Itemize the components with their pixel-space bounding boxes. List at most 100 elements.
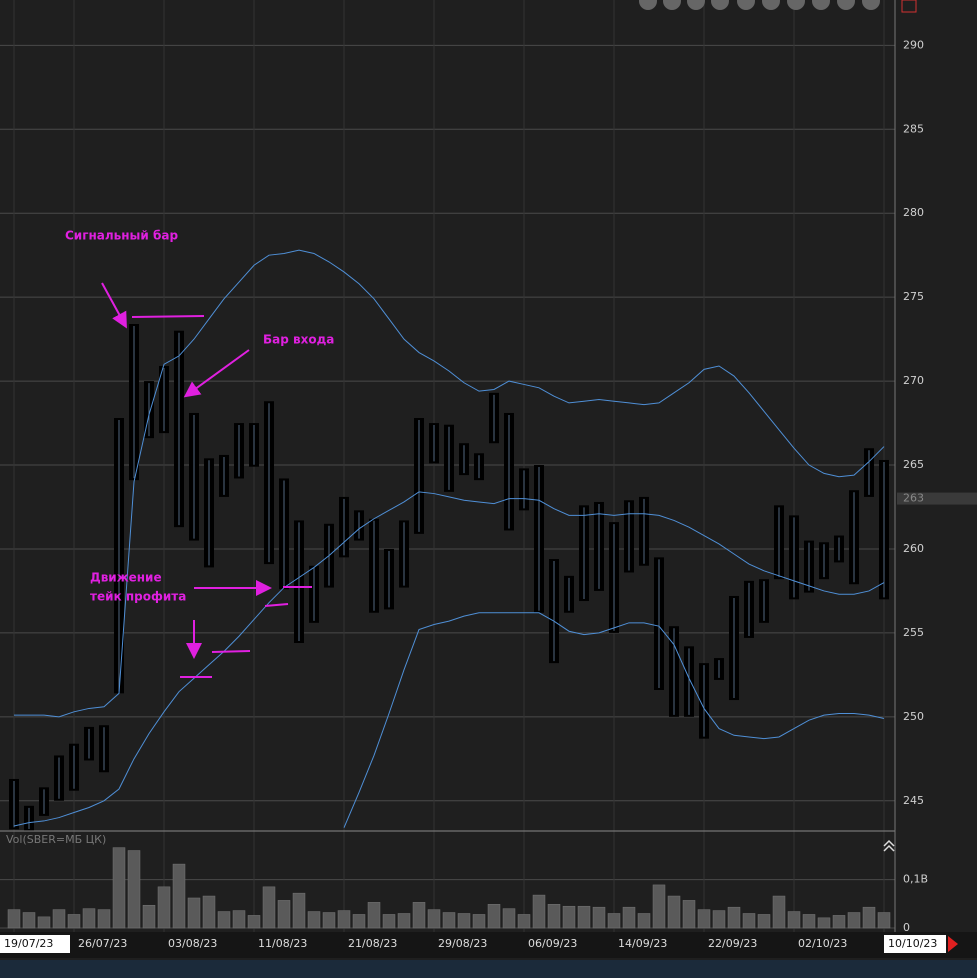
volume-bar <box>247 915 261 929</box>
volume-bar <box>262 886 276 929</box>
band-line <box>343 612 885 828</box>
volume-bar <box>517 914 531 929</box>
volume-bar <box>592 906 606 929</box>
date-box <box>0 935 70 953</box>
date-arrow <box>948 936 958 952</box>
volume-bar <box>97 909 111 929</box>
level-line <box>131 315 205 318</box>
x-tick-label: 19/07/23 <box>4 937 53 950</box>
tool-button[interactable] <box>663 0 681 10</box>
volume-bar <box>442 912 456 929</box>
tool-button[interactable] <box>711 0 729 10</box>
status-strip <box>0 960 977 978</box>
x-tick-label: 11/08/23 <box>258 937 307 950</box>
volume-bar <box>727 906 741 929</box>
volume-bar <box>322 912 336 929</box>
y-tick-label: 245 <box>903 794 924 807</box>
volume-bar <box>832 915 846 929</box>
tool-button[interactable] <box>901 0 917 13</box>
y-tick-label: 260 <box>903 542 924 555</box>
last-price-box <box>897 492 977 505</box>
x-tick-label: 10/10/23 <box>888 937 937 950</box>
volume-bar <box>52 909 66 929</box>
volume-bar <box>172 863 186 929</box>
tool-button[interactable] <box>812 0 830 10</box>
y-tick-label: 265 <box>903 458 924 471</box>
date-strip <box>0 932 977 958</box>
volume-bar <box>847 912 861 929</box>
band-line <box>13 491 885 827</box>
annotation: Бар входа <box>263 333 334 347</box>
volume-bar <box>187 897 201 929</box>
y-tick-label: 255 <box>903 626 924 639</box>
volume-bar <box>502 908 516 929</box>
y-tick-label: 285 <box>903 122 924 135</box>
volume-bar <box>622 906 636 929</box>
x-tick-label: 21/08/23 <box>348 937 397 950</box>
volume-label: Vol(SBER=МБ ЦК) <box>6 833 106 846</box>
last-price-label: 263 <box>903 492 924 505</box>
y-tick-label: 0 <box>903 921 910 934</box>
volume-bar <box>292 892 306 929</box>
y-tick-label: 270 <box>903 374 924 387</box>
volume-bar <box>472 914 486 929</box>
volume-bar <box>337 910 351 929</box>
tool-button[interactable] <box>687 0 705 10</box>
tool-button[interactable] <box>737 0 755 10</box>
volume-bar <box>37 916 51 929</box>
volume-bar <box>277 900 291 929</box>
volume-bar <box>307 911 321 929</box>
tool-button[interactable] <box>762 0 780 10</box>
y-tick-label: 280 <box>903 206 924 219</box>
annotation: Сигнальный бар <box>65 229 178 243</box>
volume-bar <box>817 917 831 929</box>
level-line <box>211 650 251 653</box>
volume-bar <box>397 913 411 929</box>
volume-bar <box>22 912 36 929</box>
volume-bar <box>712 910 726 929</box>
arrow <box>183 349 250 398</box>
annotation: Движение <box>90 571 162 585</box>
volume-bar <box>772 895 786 929</box>
volume-bar <box>757 914 771 929</box>
y-tick-label: 290 <box>903 38 924 51</box>
volume-bar <box>532 894 546 929</box>
tool-button[interactable] <box>862 0 880 10</box>
volume-bar <box>877 912 891 929</box>
volume-bar <box>577 905 591 929</box>
volume-bar <box>637 913 651 929</box>
drawings <box>101 282 312 678</box>
volume-bar <box>862 906 876 929</box>
level-line <box>264 603 289 607</box>
volume-bar <box>232 910 246 929</box>
volume-bar <box>82 908 96 929</box>
x-tick-label: 03/08/23 <box>168 937 217 950</box>
volume-bar <box>487 904 501 929</box>
volume-bar <box>742 913 756 929</box>
tool-button[interactable] <box>837 0 855 10</box>
y-tick-label: 250 <box>903 710 924 723</box>
volume-bar <box>562 905 576 929</box>
y-tick-label: 275 <box>903 290 924 303</box>
volume-bar <box>127 850 141 929</box>
volume-bar <box>217 911 231 929</box>
volume-bar <box>7 909 21 929</box>
x-tick-label: 06/09/23 <box>528 937 577 950</box>
volume-bar <box>607 913 621 929</box>
volume-bar <box>427 909 441 929</box>
tool-button[interactable] <box>639 0 657 10</box>
volume-bar <box>202 895 216 929</box>
volume-bar <box>67 914 81 929</box>
collapse-icon[interactable] <box>883 839 895 852</box>
volume-bar <box>652 884 666 929</box>
x-tick-label: 26/07/23 <box>78 937 127 950</box>
volume-bar <box>802 914 816 929</box>
tool-button[interactable] <box>787 0 805 10</box>
x-tick-label: 29/08/23 <box>438 937 487 950</box>
volume-bar <box>367 902 381 929</box>
volume-bar <box>352 914 366 929</box>
volume-bar <box>157 886 171 929</box>
volume-bar <box>697 909 711 929</box>
